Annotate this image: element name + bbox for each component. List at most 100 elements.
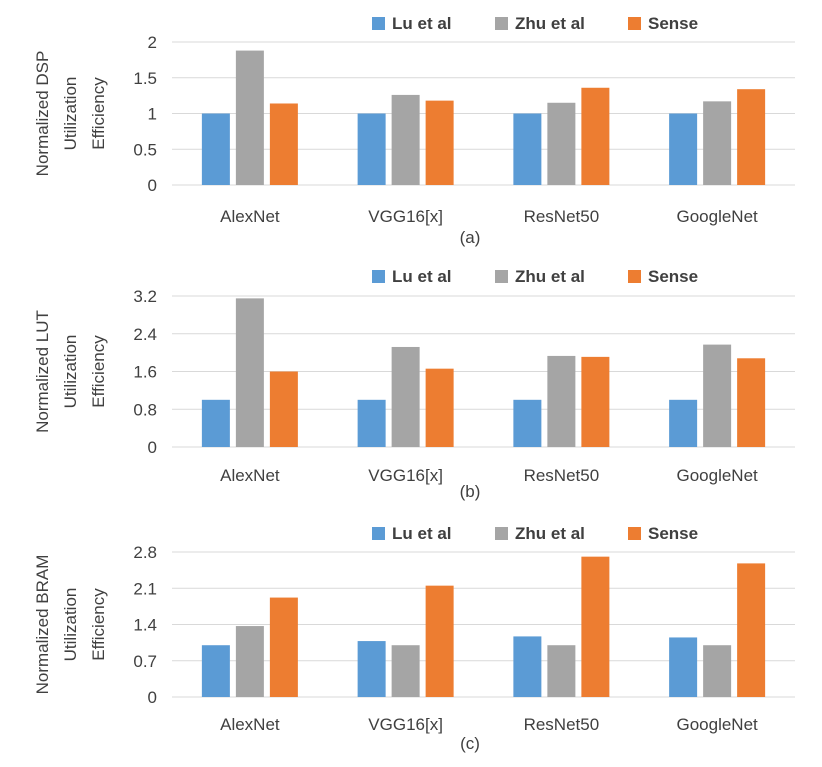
bar-zhu-1	[391, 94, 420, 185]
y-tick-label: 0.8	[133, 400, 157, 419]
x-category-label: AlexNet	[220, 207, 280, 226]
bar-sense-2	[581, 356, 610, 447]
x-category-label: GoogleNet	[676, 207, 758, 226]
y-tick-label: 1.4	[133, 616, 157, 635]
legend-label-lu: Lu et al	[392, 14, 452, 33]
y-tick-label: 2.1	[133, 579, 157, 598]
x-category-label: GoogleNet	[676, 715, 758, 734]
bar-sense-2	[581, 87, 610, 185]
y-tick-label: 1	[148, 105, 157, 124]
panel-subtitle: (c)	[460, 734, 480, 753]
bar-sense-0	[269, 597, 298, 697]
bar-lu-1	[357, 113, 386, 185]
bar-zhu-0	[235, 298, 264, 447]
bar-zhu-1	[391, 346, 420, 447]
bar-lu-0	[201, 113, 230, 185]
y-tick-label: 2.8	[133, 543, 157, 562]
bar-lu-0	[201, 645, 230, 697]
bar-lu-2	[513, 636, 542, 697]
legend-label-zhu: Zhu et al	[515, 267, 585, 286]
y-tick-label: 0	[148, 688, 157, 707]
x-category-label: AlexNet	[220, 715, 280, 734]
legend-label-lu: Lu et al	[392, 267, 452, 286]
bar-sense-3	[737, 358, 766, 447]
chart-panel-1: 0 0.8 1.6 2.4 3.2 AlexNet VGG16[x] ResNet50 Goog…	[33, 267, 795, 501]
legend-swatch-zhu	[495, 17, 508, 30]
y-axis-label: Normalized DSP Utilization Efficiency	[33, 51, 108, 177]
x-category-label: ResNet50	[524, 715, 600, 734]
bar-sense-1	[425, 585, 454, 697]
bar-zhu-0	[235, 626, 264, 697]
legend-label-sense: Sense	[648, 14, 698, 33]
bar-lu-3	[669, 113, 698, 185]
legend-label-zhu: Zhu et al	[515, 14, 585, 33]
bar-lu-0	[201, 399, 230, 447]
y-axis-label-line: Normalized LUT	[33, 310, 52, 433]
legend-label-lu: Lu et al	[392, 524, 452, 543]
bar-zhu-0	[235, 50, 264, 185]
bar-lu-3	[669, 399, 698, 447]
bar-lu-2	[513, 113, 542, 185]
bar-sense-3	[737, 89, 766, 185]
legend-swatch-sense	[628, 527, 641, 540]
bar-lu-3	[669, 637, 698, 697]
bar-zhu-2	[547, 355, 576, 447]
panel-subtitle: (b)	[460, 482, 481, 501]
x-category-label: ResNet50	[524, 207, 600, 226]
y-tick-label: 0.7	[133, 652, 157, 671]
x-category-label: ResNet50	[524, 466, 600, 485]
y-tick-label: 1.6	[133, 363, 157, 382]
chart-panel-0: 0 0.5 1 1.5 2 AlexNet VGG16[x] ResNet50 GoogleNe…	[33, 14, 795, 247]
bar-sense-3	[737, 563, 766, 697]
legend-swatch-sense	[628, 270, 641, 283]
y-tick-label: 0	[148, 176, 157, 195]
bar-sense-1	[425, 368, 454, 447]
y-axis-label: Normalized LUT Utilization Efficiency	[33, 310, 108, 433]
bar-zhu-3	[703, 101, 732, 185]
y-tick-label: 2	[148, 33, 157, 52]
x-category-label: AlexNet	[220, 466, 280, 485]
bar-lu-1	[357, 399, 386, 447]
bar-sense-0	[269, 103, 298, 185]
y-axis-label-line: Utilization	[61, 335, 80, 409]
bar-sense-0	[269, 371, 298, 447]
legend-swatch-lu	[372, 270, 385, 283]
x-category-label: VGG16[x]	[368, 466, 443, 485]
y-tick-label: 1.5	[133, 69, 157, 88]
bar-sense-1	[425, 100, 454, 185]
chart-panel-2: 0 0.7 1.4 2.1 2.8 AlexNet VGG16[x] ResNet50 Goog…	[33, 524, 795, 753]
legend-swatch-zhu	[495, 270, 508, 283]
x-category-label: GoogleNet	[676, 466, 758, 485]
legend-swatch-sense	[628, 17, 641, 30]
bar-lu-2	[513, 399, 542, 447]
legend-swatch-zhu	[495, 527, 508, 540]
legend-label-zhu: Zhu et al	[515, 524, 585, 543]
bar-zhu-2	[547, 102, 576, 185]
x-category-label: VGG16[x]	[368, 715, 443, 734]
bar-zhu-3	[703, 344, 732, 447]
panel-subtitle: (a)	[460, 228, 481, 247]
y-axis-label-line: Normalized DSP	[33, 51, 52, 177]
y-axis-label: Normalized BRAM Utilization Efficiency	[33, 555, 108, 695]
bar-zhu-2	[547, 645, 576, 697]
bar-zhu-3	[703, 645, 732, 697]
y-tick-label: 2.4	[133, 325, 157, 344]
y-axis-label-line: Utilization	[61, 588, 80, 662]
y-tick-label: 3.2	[133, 287, 157, 306]
y-axis-label-line: Efficiency	[89, 77, 108, 150]
bar-lu-1	[357, 641, 386, 697]
legend-label-sense: Sense	[648, 524, 698, 543]
y-tick-label: 0	[148, 438, 157, 457]
y-axis-label-line: Efficiency	[89, 588, 108, 661]
y-axis-label-line: Utilization	[61, 77, 80, 151]
legend-label-sense: Sense	[648, 267, 698, 286]
y-axis-label-line: Normalized BRAM	[33, 555, 52, 695]
bar-zhu-1	[391, 645, 420, 697]
y-tick-label: 0.5	[133, 140, 157, 159]
legend-swatch-lu	[372, 527, 385, 540]
y-axis-label-line: Efficiency	[89, 335, 108, 408]
legend-swatch-lu	[372, 17, 385, 30]
bar-sense-2	[581, 556, 610, 697]
x-category-label: VGG16[x]	[368, 207, 443, 226]
